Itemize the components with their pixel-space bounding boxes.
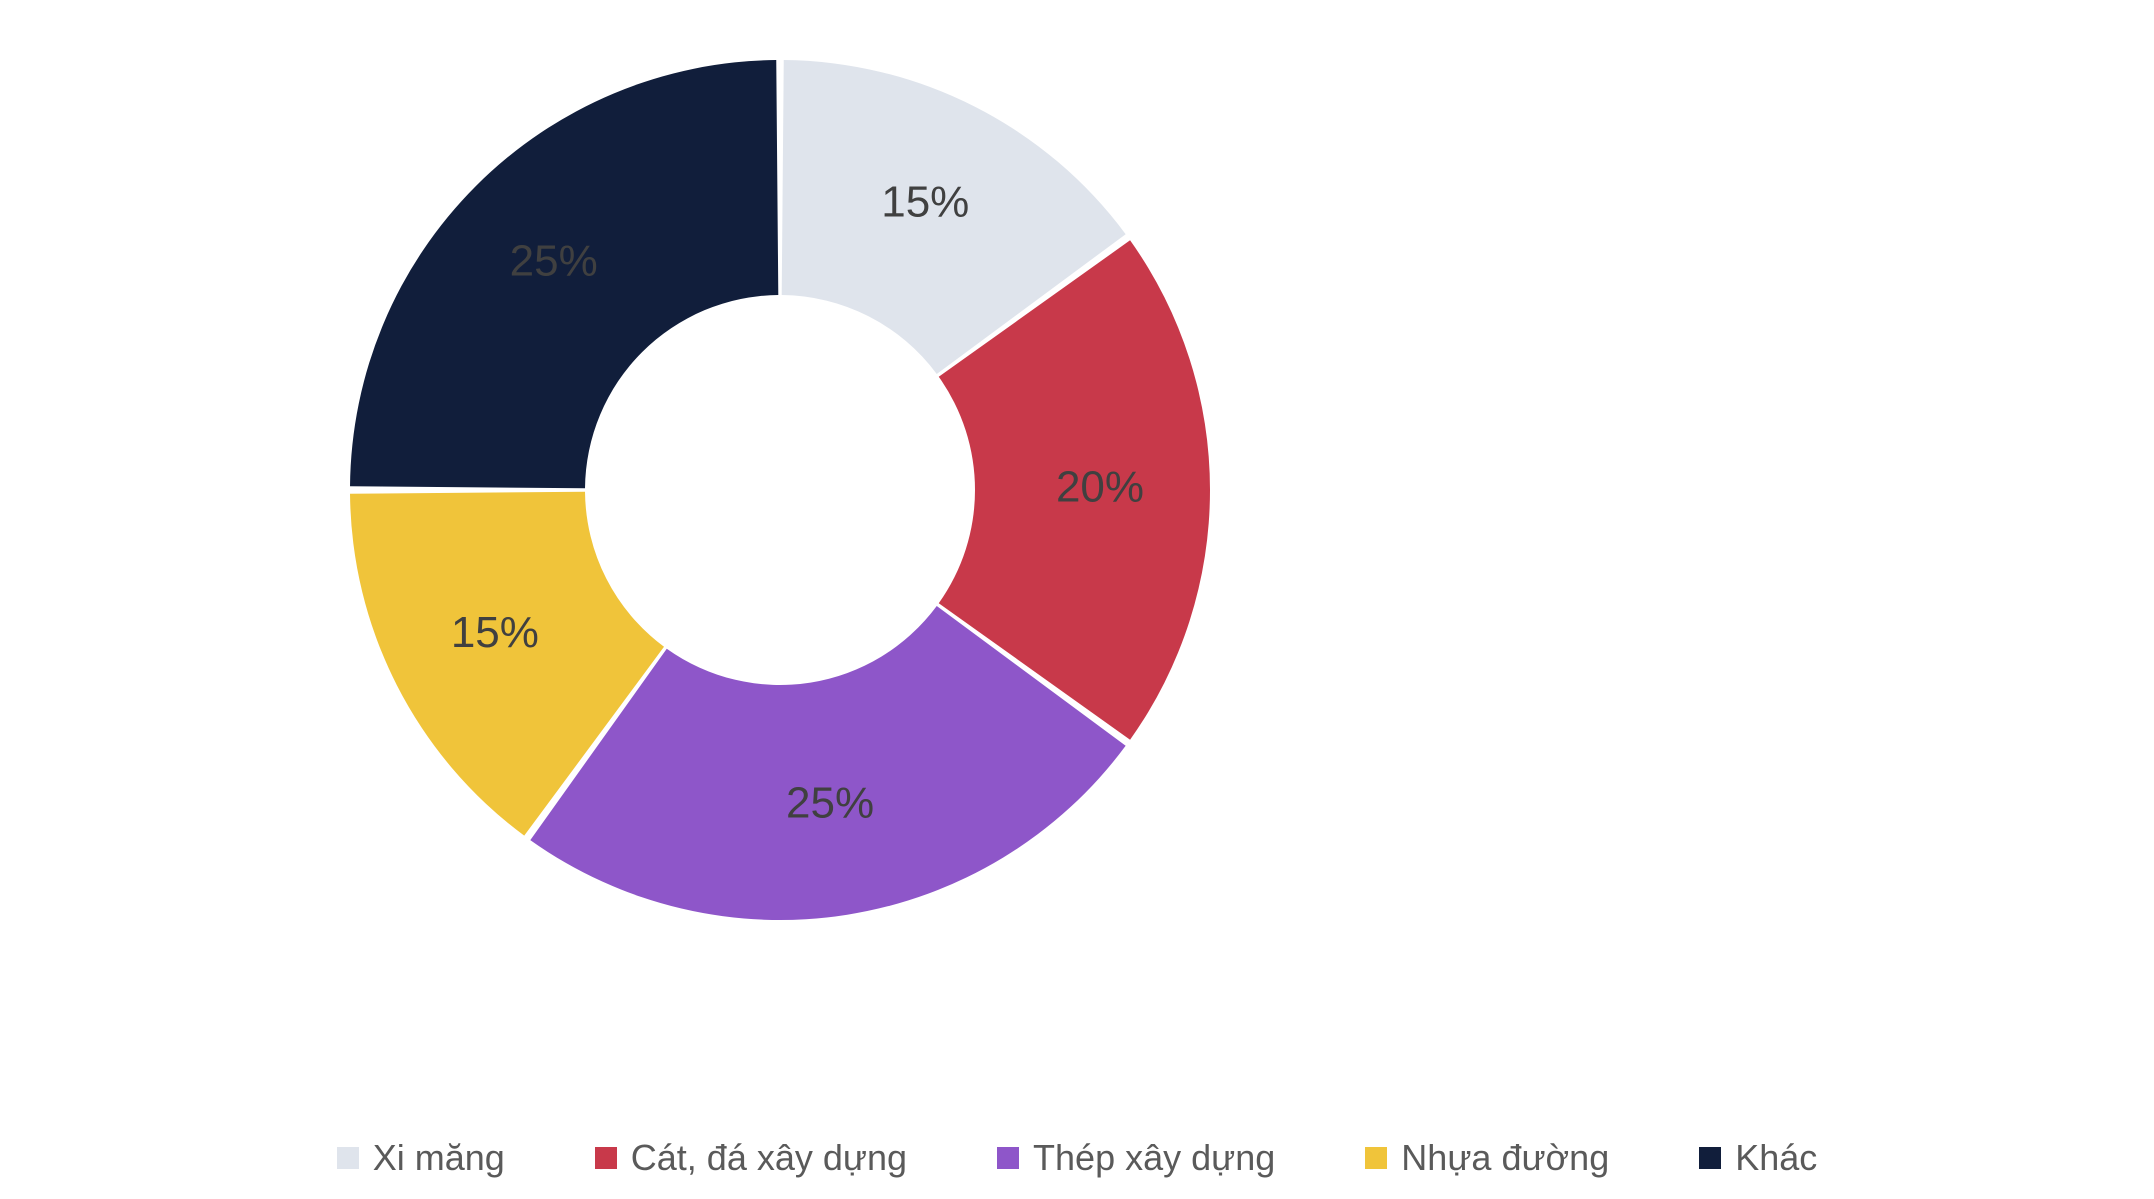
legend-label: Nhựa đường [1401, 1137, 1609, 1179]
donut-slice-label-1: 20% [1056, 463, 1144, 512]
legend-label: Thép xây dựng [1033, 1137, 1275, 1179]
legend-label: Cát, đá xây dựng [631, 1137, 907, 1179]
donut-svg: 15% 20% 25% 15% 25% [0, 0, 2154, 1050]
donut-slice-label-4: 25% [510, 236, 598, 285]
legend-swatch [1699, 1147, 1721, 1169]
donut-slice-label-2: 25% [786, 779, 874, 828]
donut-slice-label-0: 15% [881, 178, 969, 227]
page-root: 15% 20% 25% 15% 25% Xi măng Cát, đá xây dựng… [0, 0, 2154, 1199]
donut-slice-label-3: 15% [451, 608, 539, 657]
legend-swatch [595, 1147, 617, 1169]
legend-label: Khác [1735, 1137, 1817, 1179]
donut-chart: 15% 20% 25% 15% 25% [0, 0, 2154, 1050]
legend-swatch [997, 1147, 1019, 1169]
legend-item-khac: Khác [1699, 1137, 1817, 1179]
legend-label: Xi măng [373, 1137, 505, 1179]
legend-item-nhua-duong: Nhựa đường [1365, 1137, 1609, 1179]
legend-item-xi-mang: Xi măng [337, 1137, 505, 1179]
legend-item-cat-da: Cát, đá xây dựng [595, 1137, 907, 1179]
legend-swatch [337, 1147, 359, 1169]
legend: Xi măng Cát, đá xây dựng Thép xây dựng N… [0, 1137, 2154, 1179]
legend-swatch [1365, 1147, 1387, 1169]
legend-item-thep: Thép xây dựng [997, 1137, 1275, 1179]
